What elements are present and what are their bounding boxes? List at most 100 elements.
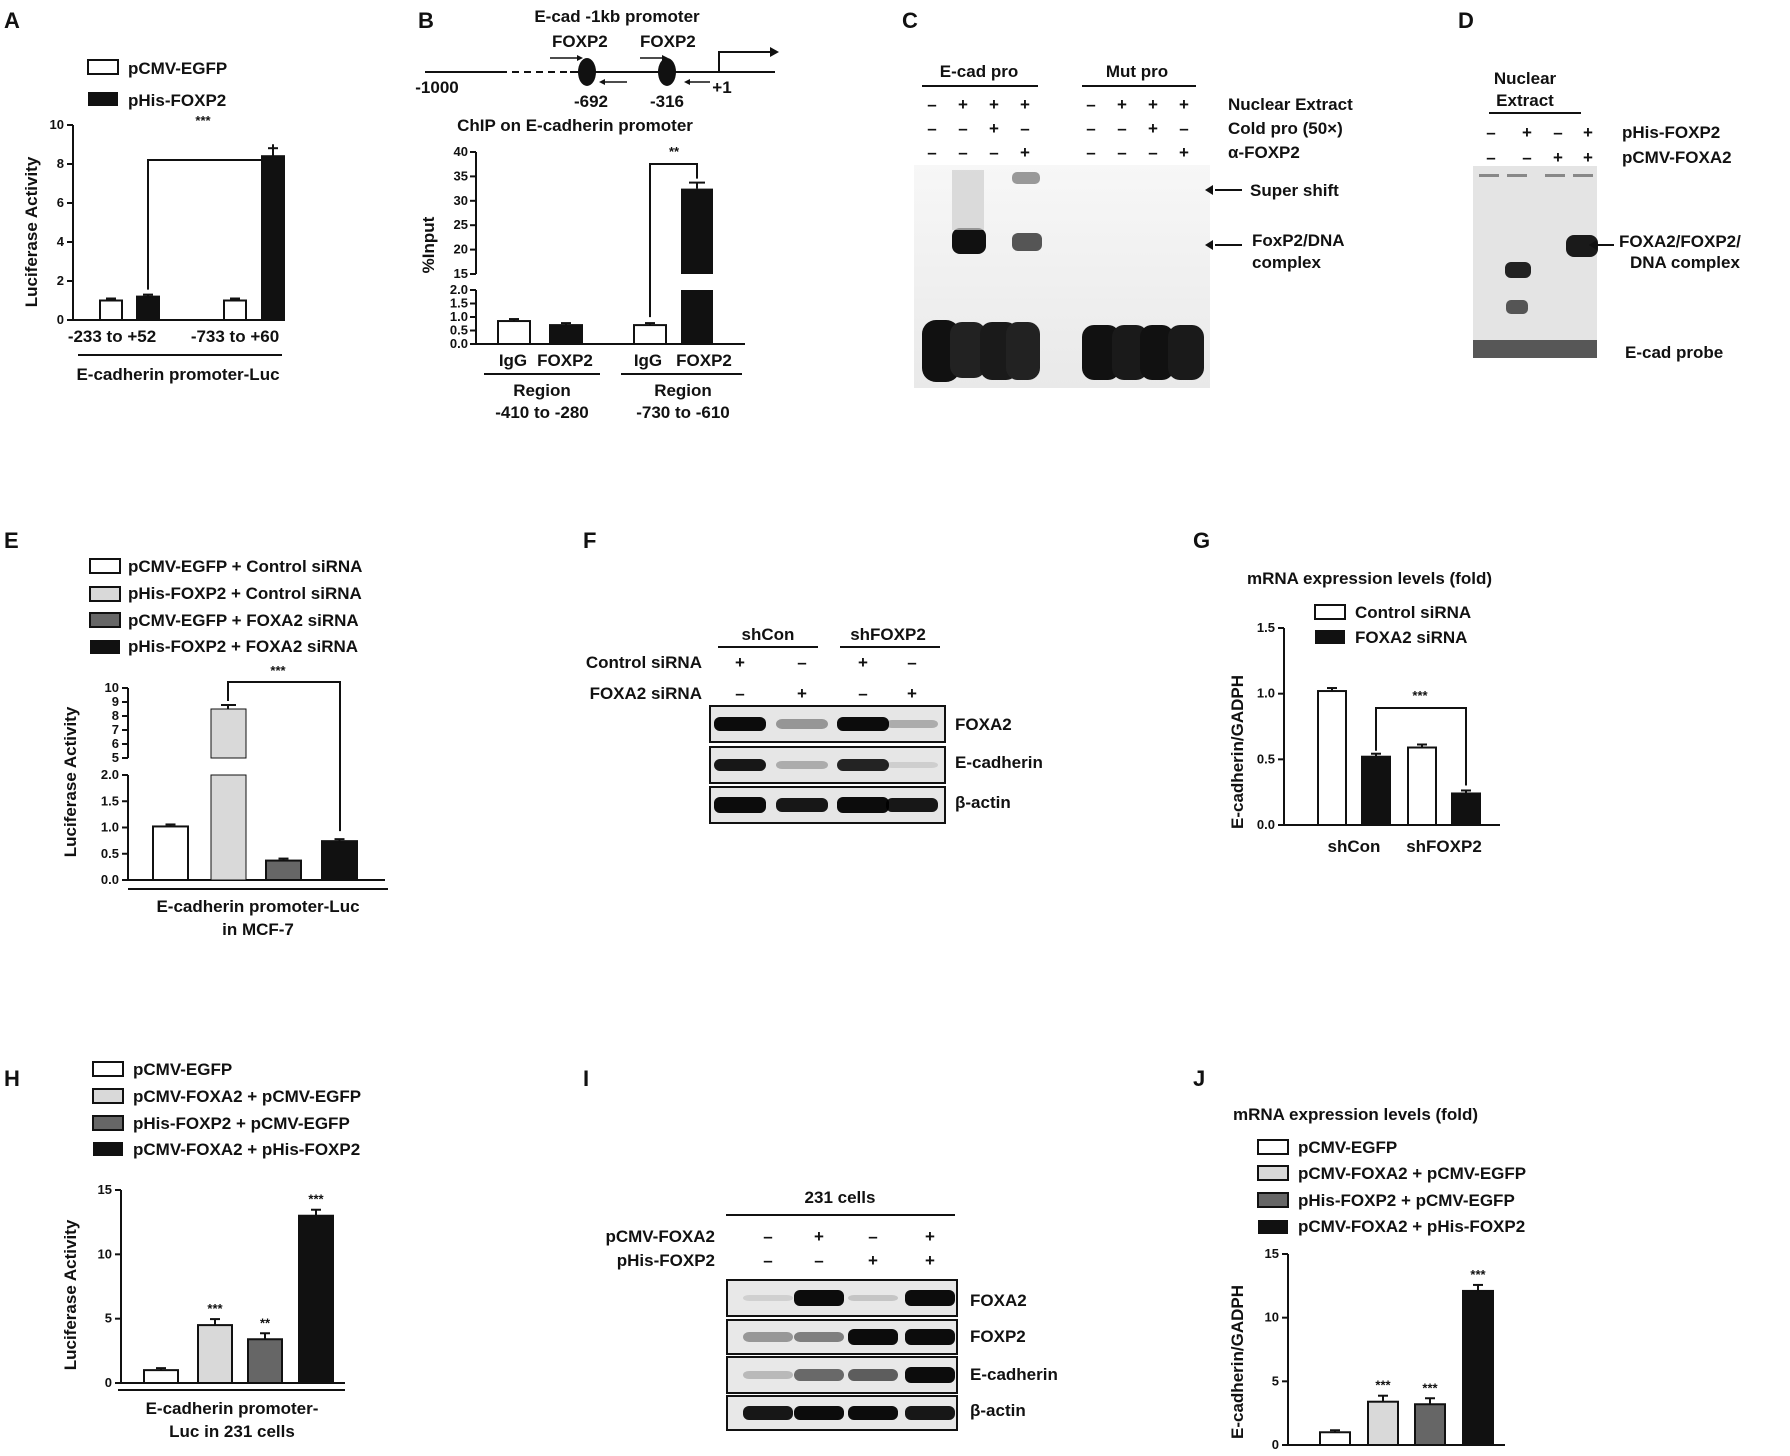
y-tick-label: 1.0 bbox=[101, 820, 119, 835]
lane-sign: – bbox=[1086, 95, 1095, 114]
bar bbox=[1361, 755, 1391, 826]
y-tick-label: 0 bbox=[105, 1375, 112, 1390]
chart-b: 0.00.51.01.52.015 20 25 30 35 40 bbox=[450, 144, 745, 351]
bar bbox=[1407, 746, 1437, 826]
chart-a: 0 2 4 6 8 10 bbox=[50, 117, 285, 327]
significance-bracket bbox=[227, 681, 341, 832]
y-tick-label: 2.0 bbox=[101, 767, 119, 782]
legend-label: pCMV-FOXA2 + pCMV-EGFP bbox=[1298, 1164, 1526, 1183]
legend-swatch bbox=[90, 640, 120, 654]
significance-label: *** bbox=[207, 1301, 223, 1316]
lane-sign: – bbox=[989, 143, 998, 162]
annotation-label: Super shift bbox=[1250, 181, 1339, 200]
free-probe-band bbox=[1082, 325, 1120, 380]
y-tick-label: 0 bbox=[1272, 1437, 1279, 1452]
panel-letter-d: D bbox=[1458, 8, 1474, 33]
protein-band bbox=[837, 759, 889, 771]
y-tick-label: 8 bbox=[57, 156, 64, 171]
significance-label: *** bbox=[1412, 688, 1428, 703]
protein-band bbox=[837, 797, 889, 813]
protein-band bbox=[848, 1406, 898, 1420]
bar bbox=[1319, 1431, 1351, 1447]
bar bbox=[261, 155, 285, 321]
bar bbox=[265, 859, 302, 882]
blot-label: β-actin bbox=[970, 1401, 1026, 1420]
arrow-head bbox=[1205, 185, 1213, 195]
free-probe-band bbox=[1006, 322, 1040, 380]
panel-f: F shCon shFOXP2 Control siRNA FOXA2 siRN… bbox=[583, 528, 1043, 824]
protein-band bbox=[794, 1369, 844, 1381]
row-label: pCMV-FOXA2 bbox=[1622, 148, 1732, 167]
chart-title: mRNA expression levels (fold) bbox=[1233, 1105, 1478, 1124]
group-label: -733 to +60 bbox=[191, 327, 279, 346]
protein-band bbox=[776, 798, 828, 812]
y-tick-label: 0.5 bbox=[101, 846, 119, 861]
free-probe-band bbox=[1473, 340, 1597, 358]
bar bbox=[210, 774, 247, 881]
legend-swatch-phis-foxp2 bbox=[88, 92, 118, 106]
panel-letter-h: H bbox=[4, 1066, 20, 1091]
legend-swatch bbox=[89, 558, 121, 574]
y-axis-label: E-cadherin/GADPH bbox=[1228, 675, 1247, 829]
panel-h: H pCMV-EGFP pCMV-FOXA2 + pCMV-EGFP pHis-… bbox=[4, 1060, 361, 1441]
supershift-band bbox=[1012, 172, 1040, 184]
lane-sign: – bbox=[927, 119, 936, 138]
panel-j: J mRNA expression levels (fold) pCMV-EGF… bbox=[1193, 1066, 1526, 1452]
panel-letter-g: G bbox=[1193, 528, 1210, 553]
lane-sign: – bbox=[1086, 143, 1095, 162]
protein-band bbox=[794, 1290, 844, 1306]
significance-label: *** bbox=[195, 113, 211, 128]
bar bbox=[247, 1338, 283, 1384]
bar bbox=[1451, 792, 1481, 826]
x-axis-label: Luc in 231 cells bbox=[169, 1422, 295, 1441]
well-band bbox=[1507, 174, 1527, 177]
legend-swatch bbox=[92, 1088, 124, 1104]
protein-band bbox=[886, 720, 938, 728]
panel-letter-b: B bbox=[418, 8, 434, 33]
y-tick-label: 20 bbox=[454, 242, 468, 257]
x-axis-label: in MCF-7 bbox=[222, 920, 294, 939]
lane-signs: – + – + – – + + bbox=[763, 1227, 935, 1270]
bar bbox=[1317, 690, 1347, 826]
panel-g: G mRNA expression levels (fold) Control … bbox=[1193, 528, 1500, 856]
group-label: shCon bbox=[1328, 837, 1381, 856]
tss-arrow-head bbox=[770, 47, 779, 57]
lane-sign: + bbox=[1583, 123, 1593, 142]
panel-b: B E-cad -1kb promoter FOXP2 FOXP2 -1000 … bbox=[415, 7, 779, 422]
lane-sign: – bbox=[958, 119, 967, 138]
lane-sign: – bbox=[735, 684, 744, 703]
y-tick-label: 1.5 bbox=[450, 296, 468, 311]
panel-d: D Nuclear Extract pHis-FOXP2 pCMV-FOXA2 … bbox=[1458, 8, 1741, 362]
protein-band bbox=[743, 1295, 793, 1301]
western-blots bbox=[709, 705, 946, 824]
legend-label: pCMV-EGFP bbox=[133, 1060, 232, 1079]
arrow-head bbox=[1205, 240, 1213, 250]
lane-sign: + bbox=[1553, 148, 1563, 167]
legend-label-pcmv-egfp: pCMV-EGFP bbox=[128, 59, 227, 78]
significance-label: *** bbox=[1422, 1380, 1438, 1395]
lane-sign: + bbox=[735, 653, 745, 672]
lane-smear bbox=[952, 170, 984, 230]
significance-label: ** bbox=[669, 144, 680, 159]
protein-band bbox=[714, 759, 766, 771]
primer-arrow-head bbox=[577, 55, 583, 61]
y-tick-label: 40 bbox=[454, 144, 468, 159]
free-probe-band bbox=[950, 322, 986, 378]
y-axis-label: Luciferase Activity bbox=[61, 706, 80, 857]
lane-sign: + bbox=[1148, 119, 1158, 138]
y-tick-label: 0.0 bbox=[1257, 817, 1275, 832]
primer-arrow-head bbox=[684, 79, 690, 85]
legend-label: pCMV-FOXA2 + pCMV-EGFP bbox=[133, 1087, 361, 1106]
legend-label: pCMV-FOXA2 + pHis-FOXP2 bbox=[1298, 1217, 1525, 1236]
panel-letter-a: A bbox=[4, 8, 20, 33]
protein-band bbox=[743, 1371, 793, 1379]
y-tick-label: 10 bbox=[50, 117, 64, 132]
promoter-map-title: E-cad -1kb promoter bbox=[534, 7, 700, 26]
y-axis-label: %Input bbox=[419, 216, 438, 273]
row-label: Nuclear Extract bbox=[1228, 95, 1353, 114]
legend-label: pHis-FOXP2 + pCMV-EGFP bbox=[1298, 1191, 1515, 1210]
legend-label: pCMV-EGFP bbox=[1298, 1138, 1397, 1157]
significance-label: *** bbox=[1375, 1378, 1391, 1393]
legend-swatch bbox=[93, 1142, 123, 1156]
